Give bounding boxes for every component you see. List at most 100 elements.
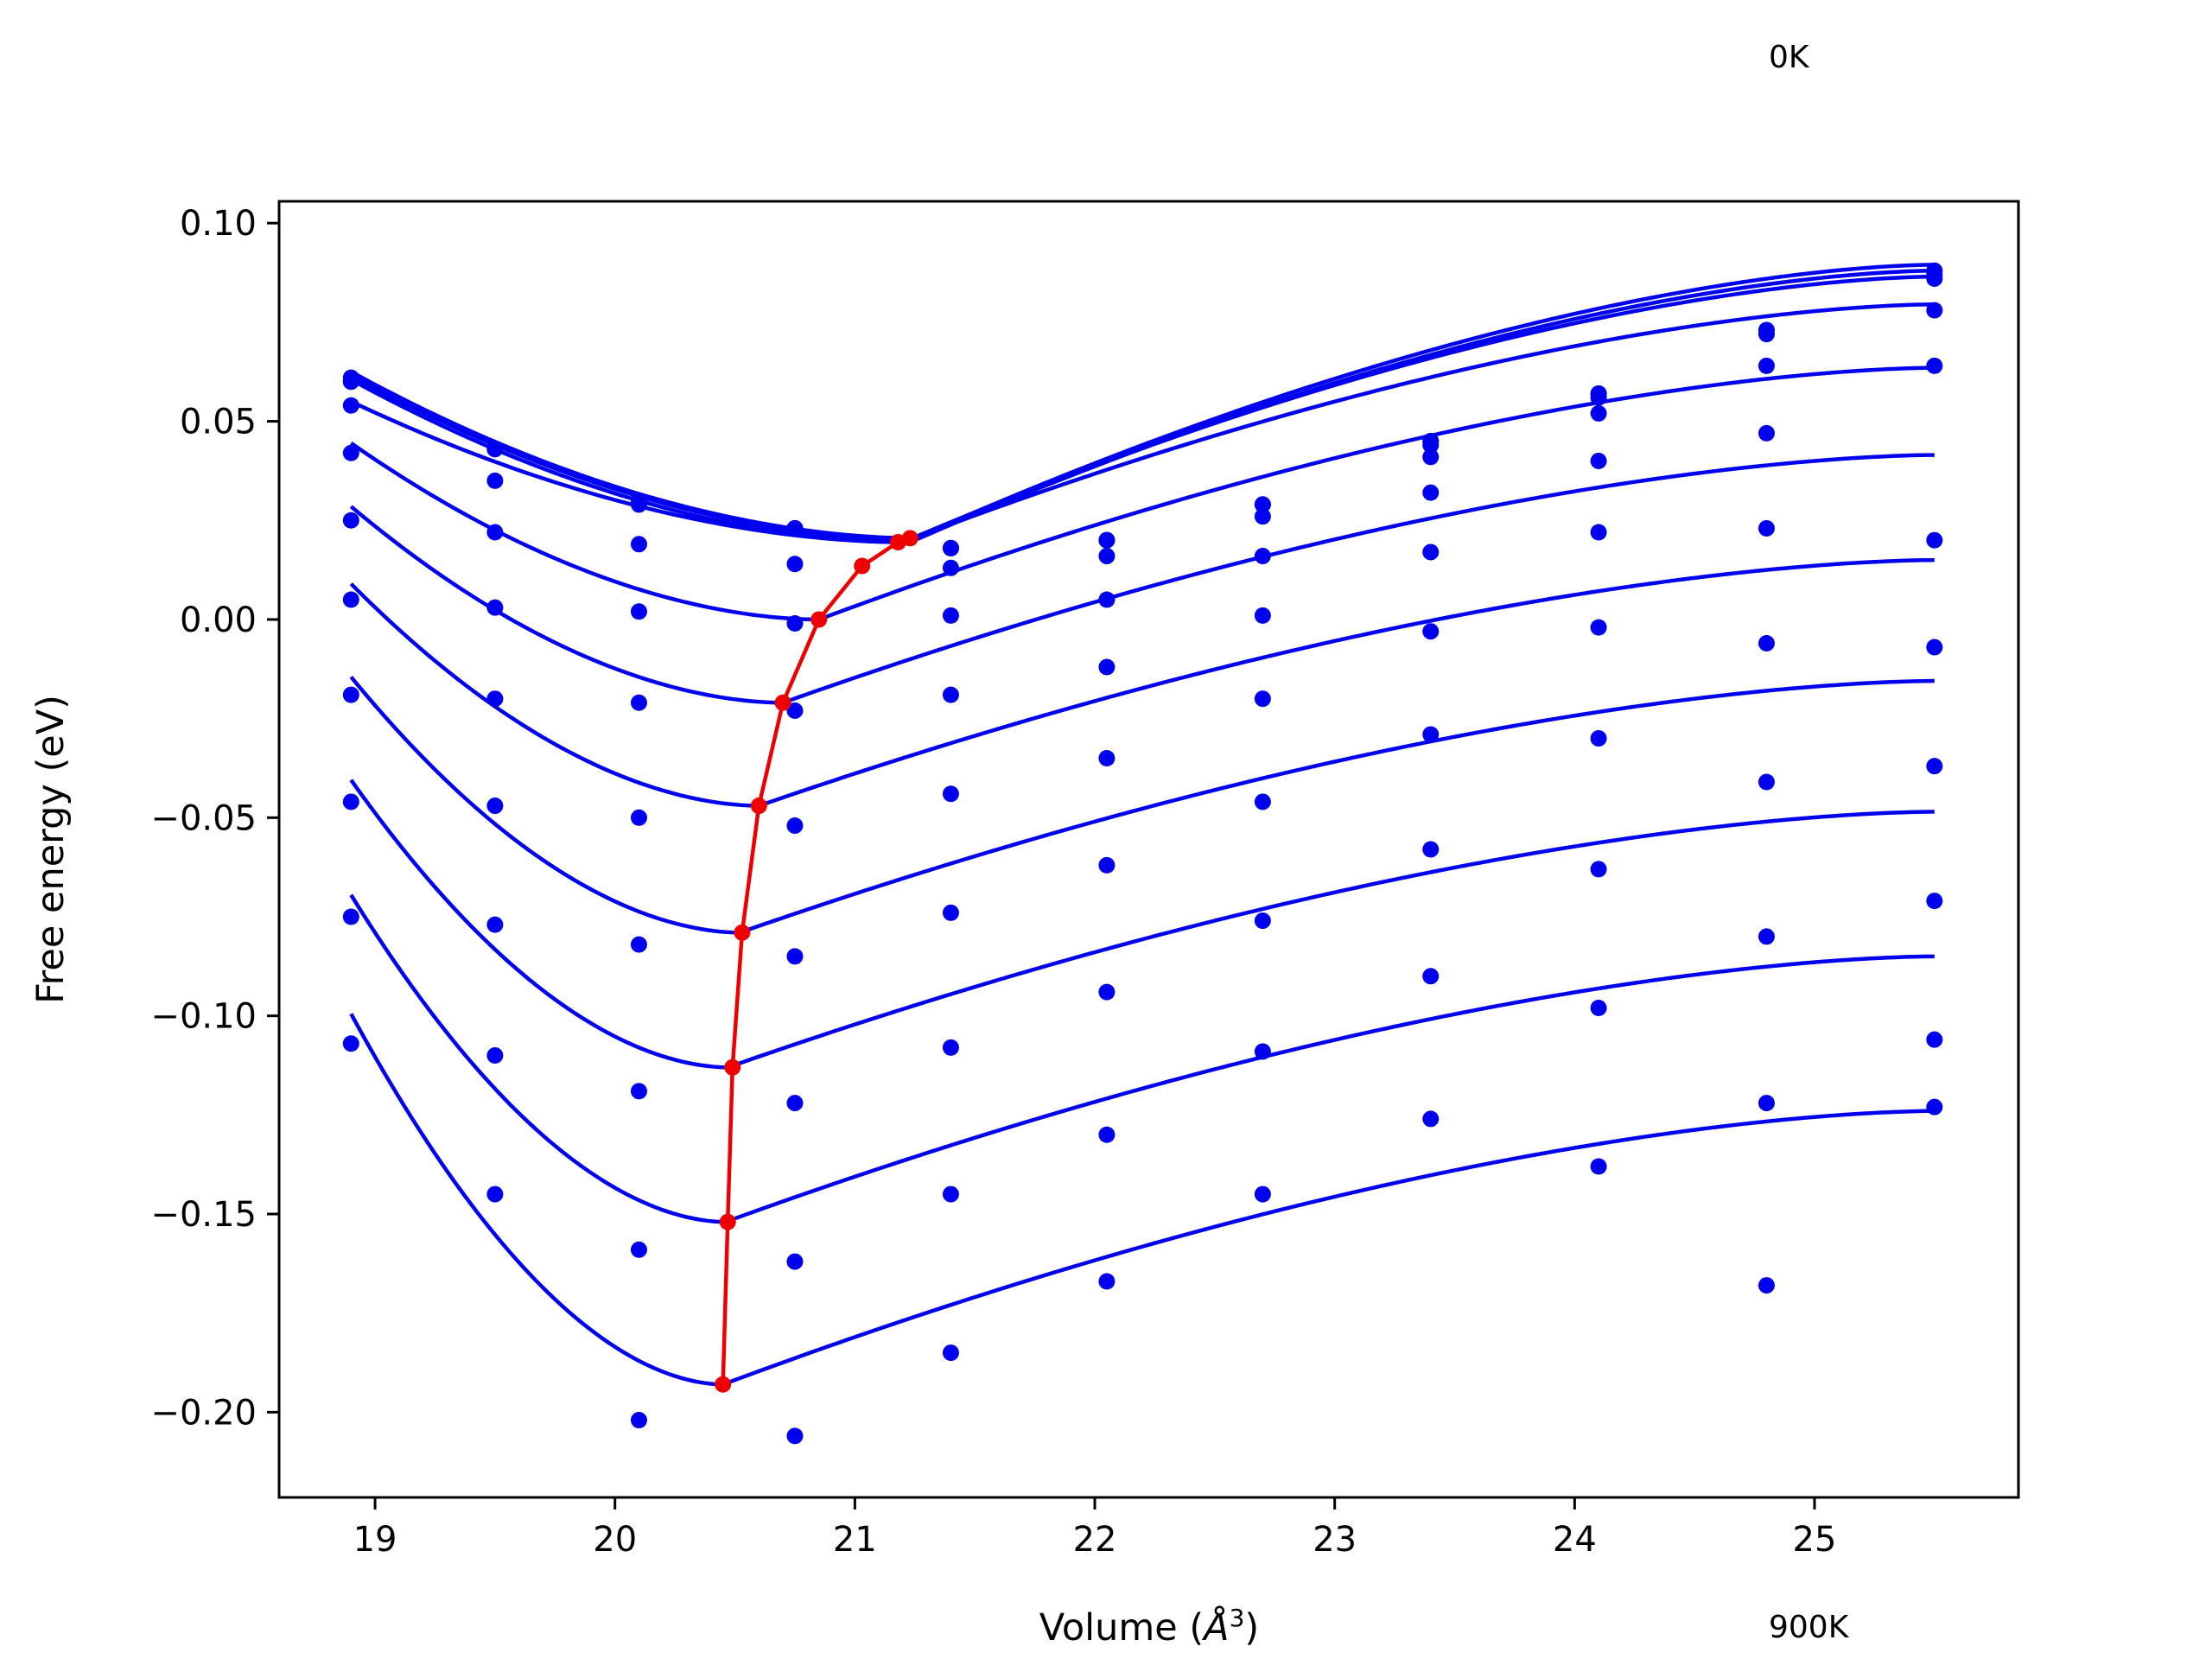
data-point: [1254, 508, 1271, 525]
data-point: [486, 472, 504, 489]
data-point: [1926, 639, 1943, 656]
data-point: [1098, 591, 1116, 608]
fit-curve: [350, 274, 1935, 544]
data-point: [1098, 531, 1116, 549]
data-point: [942, 559, 959, 576]
data-point: [1422, 448, 1440, 466]
x-axis-label: Volume (Å3): [1039, 1604, 1259, 1649]
data-point: [786, 702, 804, 719]
data-point: [1254, 690, 1271, 708]
data-point: [1098, 1273, 1116, 1290]
data-point: [1758, 928, 1775, 945]
data-point: [1758, 326, 1775, 343]
data-point: [786, 948, 804, 965]
data-point: [1590, 404, 1607, 422]
min-path-point: [889, 533, 906, 550]
data-point: [1926, 1031, 1943, 1048]
min-path-line: [721, 536, 911, 1385]
data-point: [1590, 389, 1607, 406]
fit-curves: [349, 263, 1935, 1387]
plot-area: [277, 200, 2020, 1499]
data-point: [1926, 893, 1943, 910]
data-point: [1590, 730, 1607, 747]
x-tick-label: 21: [833, 1520, 877, 1560]
data-points: [342, 262, 1943, 1445]
data-point: [942, 686, 959, 703]
y-tick-label: −0.05: [150, 798, 257, 838]
data-point: [1758, 519, 1775, 537]
data-point: [786, 556, 804, 573]
data-point: [1590, 524, 1607, 541]
min-path-point: [734, 924, 751, 941]
data-point: [942, 785, 959, 803]
min-path-point: [724, 1058, 741, 1076]
y-tick-label: −0.15: [150, 1195, 257, 1235]
data-point: [630, 1412, 647, 1429]
data-point: [1422, 623, 1440, 640]
data-point: [342, 1035, 359, 1052]
data-point: [1758, 634, 1775, 652]
data-point: [486, 916, 504, 933]
data-point: [342, 397, 359, 414]
fit-curve: [349, 893, 1935, 1224]
data-point: [486, 441, 504, 458]
data-point: [1590, 999, 1607, 1016]
data-point: [1098, 1126, 1116, 1143]
data-point: [342, 373, 359, 391]
data-point: [1590, 861, 1607, 878]
x-axis: 19 20 21 22 23 24 25: [353, 1497, 1837, 1560]
data-point: [1422, 841, 1440, 858]
min-path-point: [715, 1376, 732, 1393]
data-point: [1422, 484, 1440, 501]
data-point: [1926, 357, 1943, 374]
annotation-900k: 900K: [1769, 1610, 1850, 1645]
data-point: [486, 524, 504, 541]
data-point: [1422, 543, 1440, 561]
data-point: [1254, 1185, 1271, 1203]
fit-curve: [349, 779, 1935, 1070]
y-tick-label: 0.10: [180, 204, 257, 244]
data-point: [1098, 548, 1116, 565]
data-point: [1758, 773, 1775, 791]
data-point: [342, 793, 359, 810]
data-point: [486, 798, 504, 815]
data-point: [630, 496, 647, 513]
fit-curve: [349, 1013, 1935, 1387]
x-tick-label: 25: [1793, 1520, 1837, 1560]
x-tick-label: 23: [1313, 1520, 1357, 1560]
data-point: [942, 904, 959, 921]
min-path-point: [774, 694, 791, 711]
data-point: [630, 1241, 647, 1258]
data-point: [1422, 726, 1440, 743]
data-point: [1254, 912, 1271, 930]
plot-frame: [277, 200, 2020, 1499]
fit-curve: [350, 365, 1935, 622]
data-point: [1098, 749, 1116, 766]
data-point: [1254, 496, 1271, 513]
data-point: [486, 1047, 504, 1065]
min-path-point: [719, 1213, 736, 1230]
y-tick-label: −0.20: [150, 1393, 257, 1433]
data-point: [942, 1344, 959, 1362]
data-point: [486, 1185, 504, 1203]
data-point: [786, 1253, 804, 1270]
data-point: [1758, 424, 1775, 442]
data-point: [1098, 856, 1116, 874]
fit-curve: [350, 302, 1935, 544]
fit-curve: [349, 676, 1935, 935]
data-point: [1098, 658, 1116, 676]
data-point: [1422, 968, 1440, 985]
min-path-point: [854, 557, 871, 575]
data-point: [630, 936, 647, 953]
data-point: [1254, 1043, 1271, 1060]
data-point: [786, 615, 804, 632]
data-point: [786, 817, 804, 834]
data-point: [1254, 793, 1271, 810]
data-point: [342, 908, 359, 925]
y-axis: 0.10 0.05 0.00 −0.05 −0.10 −0.15 −0.20: [150, 204, 279, 1433]
data-point: [1254, 548, 1271, 565]
fit-curve: [350, 269, 1935, 543]
data-point: [630, 1083, 647, 1100]
data-point: [486, 599, 504, 616]
data-point: [486, 690, 504, 708]
